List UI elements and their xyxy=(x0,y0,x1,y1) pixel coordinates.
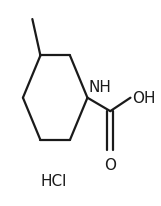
Text: OH: OH xyxy=(132,91,155,106)
Text: O: O xyxy=(104,157,116,172)
Text: NH: NH xyxy=(88,79,111,94)
Text: HCl: HCl xyxy=(41,173,67,188)
